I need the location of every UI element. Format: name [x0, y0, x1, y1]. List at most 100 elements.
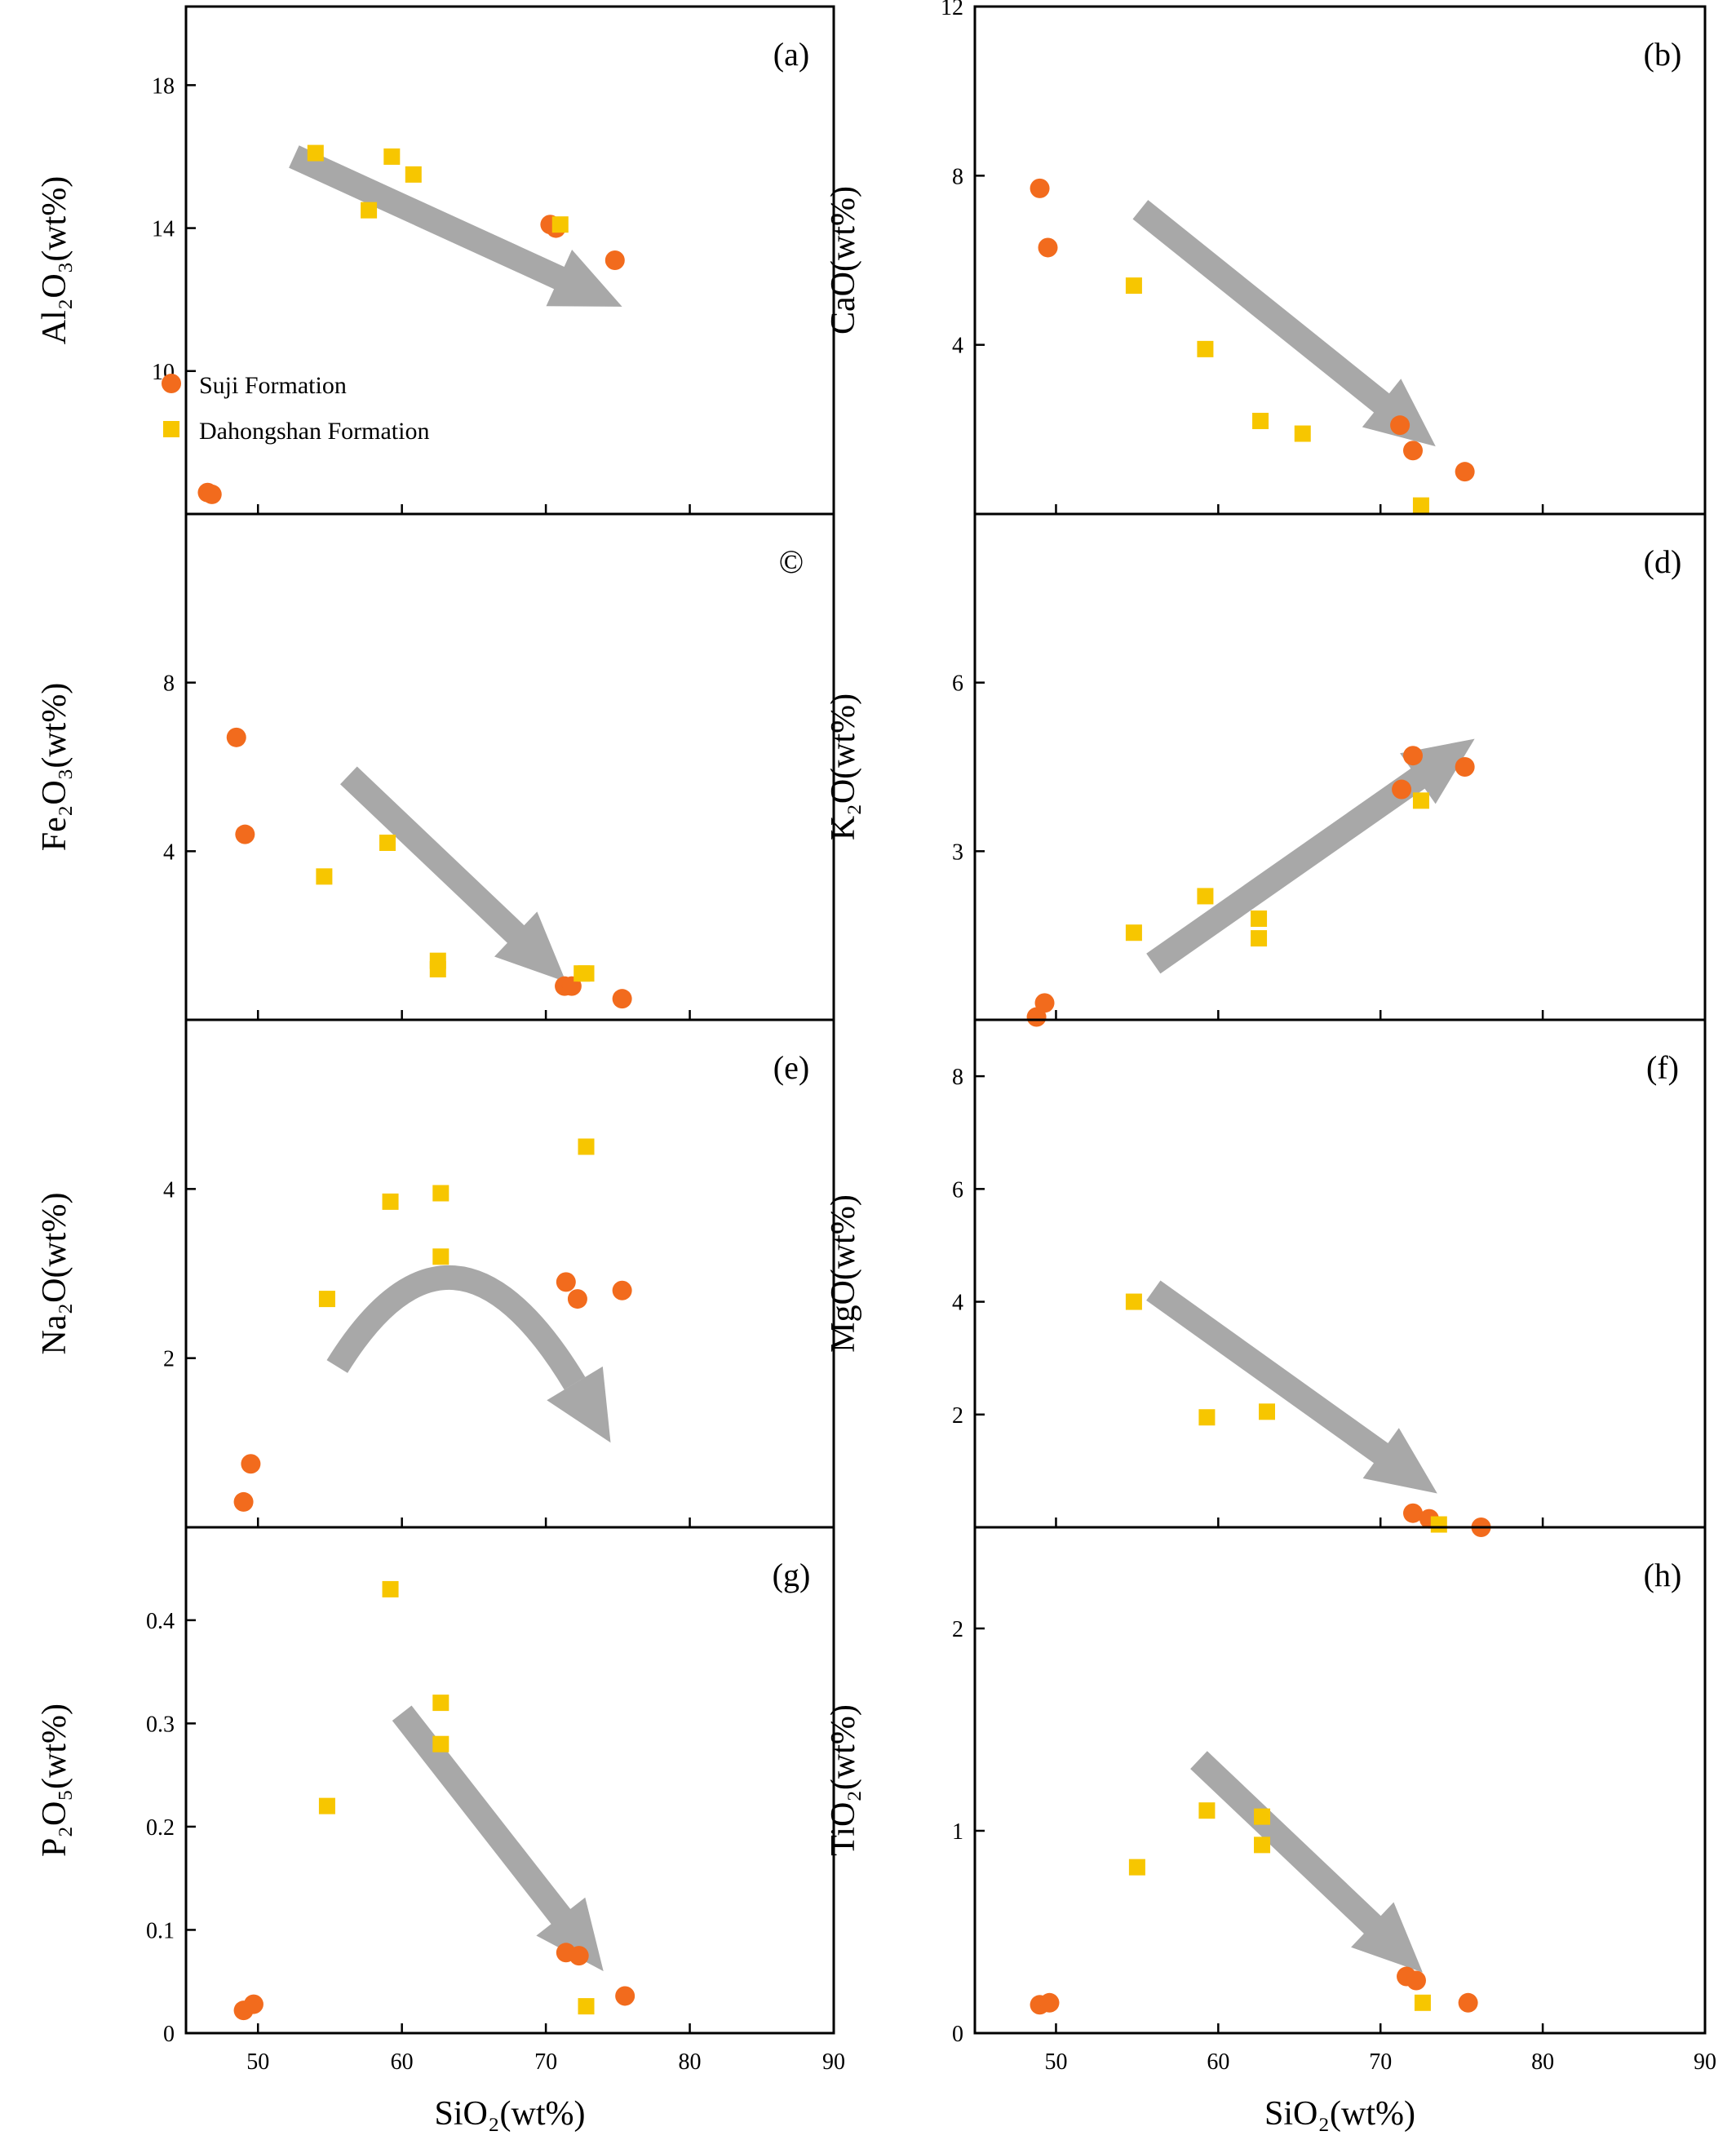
dahongshan-point: [382, 1193, 399, 1210]
suji-point: [1406, 1970, 1426, 1991]
dahongshan-point: [551, 216, 569, 233]
panel-c: 4 8 © Fe₂O₃(wt%): [36, 512, 835, 1021]
suji-point: [612, 989, 632, 1009]
suji-point: [604, 250, 625, 270]
panel-label: (b): [1644, 36, 1682, 73]
y-tick-label: 0.2: [146, 1815, 175, 1841]
dahongshan-point: [1294, 425, 1311, 442]
trend-arrow: [340, 766, 566, 982]
y-tick-label: 0: [163, 2022, 175, 2047]
dahongshan-point: [1251, 910, 1268, 927]
suji-point: [243, 1994, 264, 2014]
trend-arrow: [289, 145, 622, 307]
dahongshan-point: [1197, 888, 1214, 905]
y-tick-label: 4: [163, 840, 175, 865]
panel-b: 4 8 12 (b) CaO(wt%): [825, 0, 1707, 516]
panel-d-frame: [973, 512, 1707, 1021]
y-axis-title: CaO(wt%): [825, 186, 862, 335]
suji-point: [1390, 415, 1410, 436]
suji-point: [202, 484, 222, 504]
panel-e-frame: [184, 1018, 835, 1529]
dahongshan-point: [1128, 1859, 1145, 1876]
panel-g: 0 0.1 0.2 0.3 0.4 50 60 70 80 90 (g) P₂O₅(wt%) SiO₂(…: [36, 1526, 845, 2133]
x-tick-label: 90: [822, 2049, 845, 2075]
suji-point: [1392, 779, 1412, 800]
dahongshan-point: [382, 1580, 399, 1597]
dahongshan-point: [318, 1291, 335, 1308]
x-tick-label: 80: [1531, 2049, 1554, 2075]
y-tick-label: 14: [152, 217, 175, 242]
dahongshan-point: [1254, 1808, 1271, 1825]
dahongshan-point: [316, 868, 333, 885]
x-axis-title: SiO₂(wt%): [1264, 2095, 1415, 2133]
y-tick-label: 8: [952, 164, 963, 189]
dahongshan-point: [318, 1797, 335, 1814]
suji-point: [567, 1289, 587, 1309]
suji-point: [1458, 1992, 1478, 2013]
panel-label: (h): [1644, 1557, 1682, 1593]
y-tick-label: 0.1: [146, 1918, 175, 1943]
y-tick-label: 0.3: [146, 1712, 175, 1737]
panel-label: (g): [773, 1557, 811, 1593]
dahongshan-point: [429, 961, 446, 977]
dahongshan-point: [1430, 1516, 1447, 1533]
panel-b-frame: [973, 5, 1707, 516]
trend-arrow: [1146, 738, 1475, 974]
panel-label: ©: [779, 543, 804, 580]
suji-point: [233, 1491, 254, 1512]
trend-arrow: [392, 1705, 604, 1972]
dahongshan-point: [1259, 1403, 1275, 1420]
dahongshan-point: [379, 835, 396, 851]
suji-point: [1455, 462, 1475, 482]
dahongshan-point: [432, 1185, 450, 1202]
y-tick-label: 8: [952, 1065, 963, 1090]
dahongshan-point: [578, 965, 595, 982]
legend-label: Suji Formation: [199, 372, 347, 399]
y-tick-label: 0.4: [146, 1609, 175, 1634]
y-tick-label: 0: [952, 2022, 963, 2047]
trend-arrow: [1190, 1751, 1423, 1973]
panel-g-frame: [184, 1526, 835, 2035]
dahongshan-point: [405, 166, 422, 183]
dahongshan-point: [432, 1735, 450, 1752]
legend: Suji Formation Dahongshan Formation: [162, 372, 429, 445]
y-tick-label: 2: [952, 1403, 963, 1429]
suji-point: [1038, 237, 1058, 258]
trend-arrow-shaft: [326, 1265, 586, 1390]
panel-h-frame: [973, 1526, 1707, 2035]
dahongshan-point: [578, 1998, 595, 2015]
dahongshan-point: [307, 144, 324, 162]
x-tick-label: 70: [1369, 2049, 1392, 2075]
dahongshan-point: [1125, 1293, 1142, 1310]
y-tick-label: 12: [941, 0, 963, 20]
panel-label: (e): [773, 1049, 809, 1086]
y-axis-title: P₂O₅(wt%): [36, 1704, 73, 1857]
dahongshan-point: [1125, 277, 1142, 295]
x-tick-label: 50: [1044, 2049, 1067, 2075]
x-tick-label: 80: [679, 2049, 702, 2075]
y-tick-label: 2: [163, 1347, 175, 1372]
y-tick-label: 3: [952, 840, 963, 865]
panel-f: 2 4 6 8 (f) MgO(wt%): [825, 1018, 1707, 1537]
y-axis-title: K₂O(wt%): [825, 693, 862, 840]
dahongshan-point: [1197, 340, 1214, 357]
x-tick-label: 50: [246, 2049, 269, 2075]
legend-marker-suji: [162, 374, 181, 393]
y-axis-title: Fe₂O₃(wt%): [36, 683, 73, 852]
dahongshan-point: [432, 1695, 450, 1712]
y-tick-label: 4: [952, 334, 963, 359]
legend-label: Dahongshan Formation: [199, 418, 429, 445]
suji-point: [1039, 1992, 1060, 2013]
panel-d: 3 6 (d) K₂O(wt%): [825, 512, 1707, 1027]
y-axis-title: MgO(wt%): [825, 1194, 862, 1353]
y-tick-label: 18: [152, 73, 175, 99]
suji-point: [556, 1272, 576, 1292]
dahongshan-point: [1252, 412, 1269, 429]
x-tick-label: 60: [391, 2049, 414, 2075]
x-tick-label: 60: [1207, 2049, 1229, 2075]
suji-point: [1403, 1503, 1423, 1523]
x-tick-label: 90: [1694, 2049, 1716, 2075]
x-axis-title: SiO₂(wt%): [435, 2095, 586, 2133]
trend-arrow-head: [547, 1366, 611, 1443]
